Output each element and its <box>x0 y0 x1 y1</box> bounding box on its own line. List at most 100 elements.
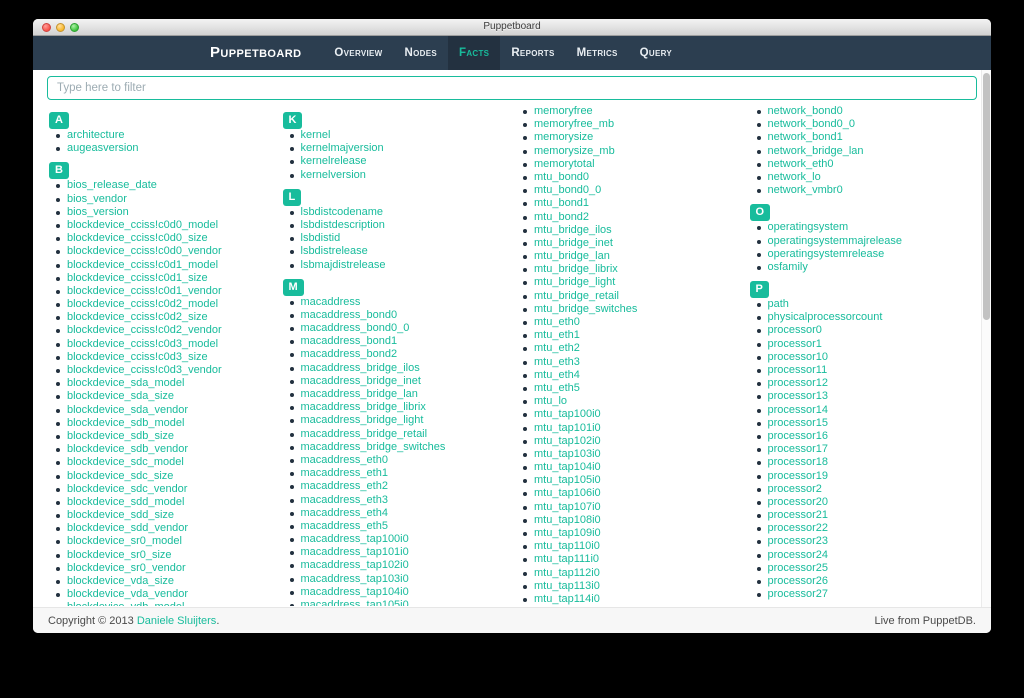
fact-link[interactable]: blockdevice_cciss!c0d2_size <box>67 311 208 324</box>
fact-link[interactable]: blockdevice_cciss!c0d0_model <box>67 218 219 231</box>
fact-link[interactable]: blockdevice_sr0_vendor <box>67 561 186 574</box>
fact-link[interactable]: processor0 <box>767 324 822 337</box>
fact-link[interactable]: memoryfree_mb <box>534 118 615 131</box>
nav-item-metrics[interactable]: Metrics <box>576 47 618 59</box>
fact-link[interactable]: bios_vendor <box>67 192 127 205</box>
fact-link[interactable]: mtu_eth2 <box>534 342 580 355</box>
fact-link[interactable]: kernel <box>300 129 331 141</box>
nav-item-nodes[interactable]: Nodes <box>404 47 438 59</box>
filter-input[interactable] <box>47 76 977 100</box>
fact-link[interactable]: macaddress_tap101i0 <box>300 546 409 559</box>
fact-link[interactable]: mtu_tap102i0 <box>534 434 601 447</box>
fact-link[interactable]: mtu_bridge_retail <box>534 289 619 302</box>
fact-link[interactable]: macaddress_eth2 <box>300 480 388 493</box>
fact-link[interactable]: mtu_eth4 <box>534 368 580 381</box>
fact-link[interactable]: macaddress_tap105i0 <box>300 599 409 606</box>
fact-link[interactable]: processor27 <box>767 588 829 601</box>
fact-link[interactable]: mtu_bridge_librix <box>534 263 618 276</box>
fact-link[interactable]: memorysize_mb <box>534 144 615 157</box>
fact-link[interactable]: kernelversion <box>300 168 366 181</box>
titlebar[interactable]: Puppetboard <box>33 19 991 36</box>
fact-link[interactable]: mtu_bridge_light <box>534 276 616 289</box>
fact-link[interactable]: mtu_tap110i0 <box>534 540 600 553</box>
fact-link[interactable]: macaddress_bridge_light <box>300 414 424 427</box>
fact-link[interactable]: mtu_bond0 <box>534 170 590 183</box>
fact-link[interactable]: blockdevice_sda_vendor <box>67 403 189 416</box>
fact-link[interactable]: macaddress_bond0_0 <box>300 322 410 335</box>
fact-link[interactable]: network_lo <box>767 170 821 183</box>
fact-link[interactable]: macaddress_tap100i0 <box>300 533 409 546</box>
fact-link[interactable]: lsbdistrelease <box>300 245 368 258</box>
fact-link[interactable]: processor21 <box>767 509 829 522</box>
fact-link[interactable]: lsbdistcodename <box>300 205 384 218</box>
fact-link[interactable]: network_vmbr0 <box>767 184 843 197</box>
fact-link[interactable]: blockdevice_sdd_vendor <box>67 522 189 535</box>
fact-link[interactable]: blockdevice_sda_size <box>67 390 175 403</box>
fact-link[interactable]: blockdevice_sdd_model <box>67 495 185 508</box>
fact-link[interactable]: macaddress_bridge_librix <box>300 401 426 414</box>
fact-link[interactable]: mtu_tap100i0 <box>534 408 601 421</box>
fact-link[interactable]: lsbdistdescription <box>300 218 385 231</box>
fact-link[interactable]: operatingsystemmajrelease <box>767 234 903 247</box>
fact-link[interactable]: network_bond0_0 <box>767 118 855 131</box>
fact-link[interactable]: macaddress_bridge_ilos <box>300 361 420 374</box>
fact-link[interactable]: macaddress_bridge_switches <box>300 440 446 453</box>
fact-link[interactable]: macaddress_tap102i0 <box>300 559 409 572</box>
fact-link[interactable]: processor10 <box>767 350 829 363</box>
fact-link[interactable]: processor20 <box>767 495 829 508</box>
fact-link[interactable]: processor14 <box>767 403 829 416</box>
fact-link[interactable]: processor23 <box>767 535 829 548</box>
fact-link[interactable]: mtu_tap106i0 <box>534 487 601 500</box>
fact-link[interactable]: mtu_tap103i0 <box>534 447 601 460</box>
fact-link[interactable]: blockdevice_sda_model <box>67 377 185 390</box>
fact-link[interactable]: mtu_eth1 <box>534 329 580 342</box>
fact-link[interactable]: memorytotal <box>534 157 595 170</box>
fact-link[interactable]: mtu_lo <box>534 395 568 408</box>
fact-link[interactable]: blockdevice_sr0_model <box>67 535 182 548</box>
fact-link[interactable]: operatingsystemrelease <box>767 247 885 260</box>
fact-link[interactable]: blockdevice_cciss!c0d2_vendor <box>67 324 222 337</box>
fact-link[interactable]: macaddress_bridge_retail <box>300 427 428 440</box>
fact-link[interactable]: blockdevice_cciss!c0d3_model <box>67 337 219 350</box>
fact-link[interactable]: osfamily <box>767 260 808 273</box>
fact-link[interactable]: mtu_tap113i0 <box>534 579 600 592</box>
fact-link[interactable]: augeasversion <box>67 142 139 155</box>
fact-link[interactable]: bios_version <box>67 205 129 218</box>
fact-link[interactable]: mtu_tap107i0 <box>534 500 601 513</box>
fact-link[interactable]: blockdevice_sdd_size <box>67 509 175 522</box>
fact-link[interactable]: network_bond0 <box>767 105 843 117</box>
close-button[interactable] <box>42 23 51 32</box>
fact-link[interactable]: macaddress_bridge_lan <box>300 388 418 400</box>
fact-link[interactable]: network_eth0 <box>767 157 834 170</box>
fact-link[interactable]: processor18 <box>767 456 829 469</box>
fact-link[interactable]: network_bond1 <box>767 131 843 144</box>
fact-link[interactable]: macaddress_bond1 <box>300 335 398 348</box>
fact-link[interactable]: blockdevice_sr0_size <box>67 548 172 561</box>
fact-link[interactable]: kernelmajversion <box>300 142 384 155</box>
fact-link[interactable]: processor25 <box>767 561 829 574</box>
fact-link[interactable]: mtu_tap111i0 <box>534 553 600 566</box>
fact-link[interactable]: path <box>767 298 789 311</box>
fact-link[interactable]: macaddress <box>300 295 361 308</box>
fact-link[interactable]: mtu_bond0_0 <box>534 184 602 197</box>
fact-link[interactable]: mtu_tap108i0 <box>534 513 601 526</box>
brand-link[interactable]: Puppetboard <box>210 44 302 61</box>
fact-link[interactable]: processor22 <box>767 522 829 535</box>
fact-link[interactable]: processor16 <box>767 429 829 442</box>
minimize-button[interactable] <box>56 23 65 32</box>
fact-link[interactable]: macaddress_bond2 <box>300 348 398 361</box>
fact-link[interactable]: mtu_eth3 <box>534 355 580 368</box>
fact-link[interactable]: processor1 <box>767 337 822 350</box>
fact-link[interactable]: macaddress_bond0 <box>300 308 398 321</box>
fact-link[interactable]: memorysize <box>534 131 594 144</box>
nav-item-reports[interactable]: Reports <box>511 47 555 59</box>
fact-link[interactable]: blockdevice_sdb_model <box>67 416 185 429</box>
fact-link[interactable]: macaddress_bridge_inet <box>300 374 421 387</box>
scrollbar-thumb[interactable] <box>983 73 990 320</box>
fact-link[interactable]: processor2 <box>767 482 822 495</box>
fact-link[interactable]: mtu_tap112i0 <box>534 566 600 579</box>
fact-link[interactable]: processor11 <box>767 364 828 376</box>
vertical-scrollbar[interactable] <box>981 70 991 607</box>
fact-link[interactable]: mtu_tap105i0 <box>534 474 601 487</box>
fact-link[interactable]: blockdevice_vdb_model <box>67 601 184 606</box>
